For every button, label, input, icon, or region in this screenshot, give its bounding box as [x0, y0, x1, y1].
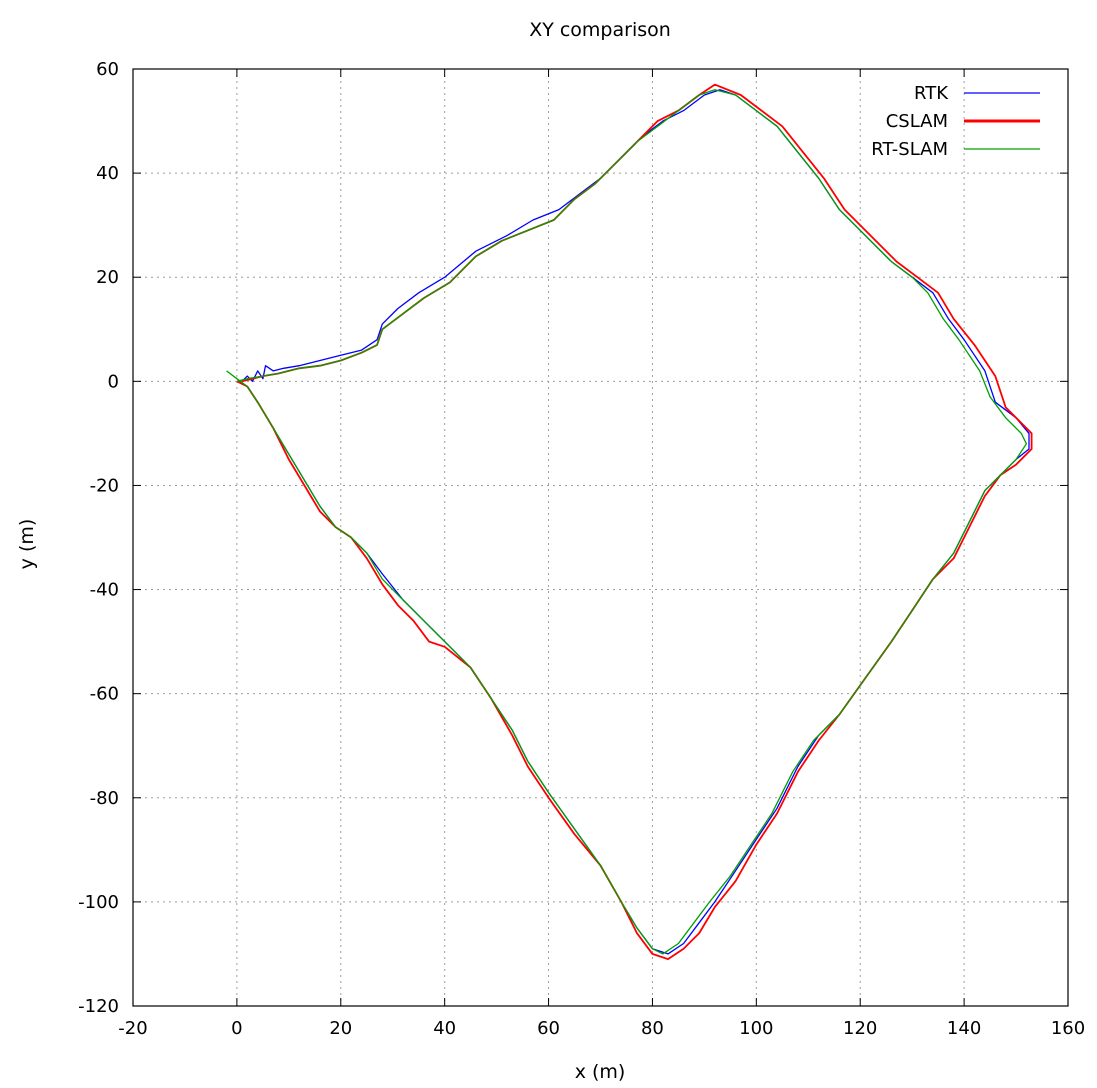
y-tick-label: -120 — [78, 996, 119, 1017]
plot-frame — [132, 68, 1069, 1007]
legend-label: CSLAM — [886, 111, 948, 132]
y-tick-label: -60 — [90, 684, 119, 705]
y-tick-label: 60 — [96, 59, 119, 80]
y-tick-label: -20 — [90, 475, 119, 496]
y-tick-label: -80 — [90, 788, 119, 809]
series-line-rt-slam — [226, 89, 1028, 955]
y-tick-label: -40 — [90, 580, 119, 601]
y-tick-label: -100 — [78, 892, 119, 913]
y-axis-title: y (m) — [16, 519, 38, 570]
y-tick-label: 20 — [96, 267, 119, 288]
legend: RTK CSLAM RT-SLAM — [871, 83, 1040, 160]
x-tick-label: 140 — [947, 1018, 981, 1039]
x-tick-label: 120 — [843, 1018, 877, 1039]
x-tick-label: 100 — [739, 1018, 773, 1039]
tick-layer: -20 0 20 40 60 80 100 120 140 160 -120 -100 -80 -60 -4… — [78, 59, 1085, 1039]
x-tick-label: 80 — [641, 1018, 664, 1039]
y-tick-label: 0 — [108, 371, 119, 392]
x-tick-label: -20 — [118, 1018, 147, 1039]
x-tick-label: 0 — [231, 1018, 242, 1039]
series-line-cslam — [236, 83, 1033, 960]
legend-label: RT-SLAM — [871, 139, 948, 160]
legend-label: RTK — [914, 83, 949, 104]
chart-title: XY comparison — [529, 19, 671, 41]
x-tick-label: 160 — [1051, 1018, 1085, 1039]
y-tick-label: 40 — [96, 163, 119, 184]
x-tick-label: 20 — [329, 1018, 352, 1039]
series-layer — [226, 83, 1033, 960]
x-axis-title: x (m) — [575, 1061, 626, 1083]
x-tick-label: 60 — [537, 1018, 560, 1039]
x-tick-label: 40 — [433, 1018, 456, 1039]
series-line-rtk — [239, 89, 1030, 955]
